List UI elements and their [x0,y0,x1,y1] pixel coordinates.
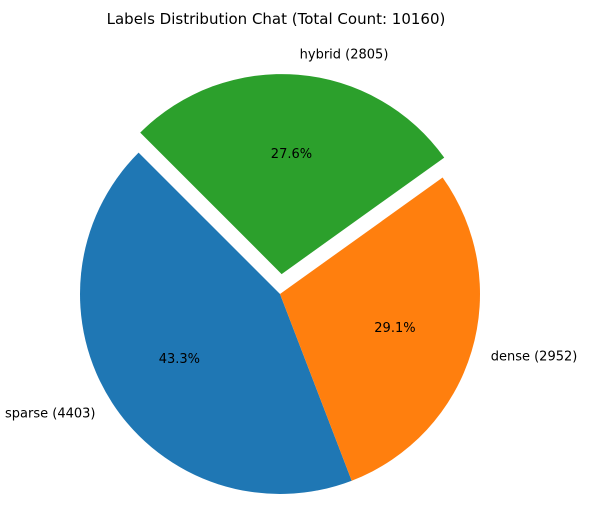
slice-percent-1: 29.1% [374,321,415,336]
pie-slice-1 [280,177,481,481]
pie-slice-0 [80,152,352,494]
chart-title: Labels Distribution Chat (Total Count: 1… [107,10,446,28]
slice-percent-2: 27.6% [271,147,312,162]
pie-labels: sparse (4403) 43.3% dense (2952) 29.1% hybri… [5,47,577,421]
slice-label-0: sparse (4403) [5,406,95,421]
slice-label-2: hybrid (2805) [300,47,389,62]
pie-slices [80,74,481,494]
slice-label-1: dense (2952) [491,350,578,365]
pie-slice-2 [140,74,445,275]
slice-percent-0: 43.3% [159,352,200,367]
